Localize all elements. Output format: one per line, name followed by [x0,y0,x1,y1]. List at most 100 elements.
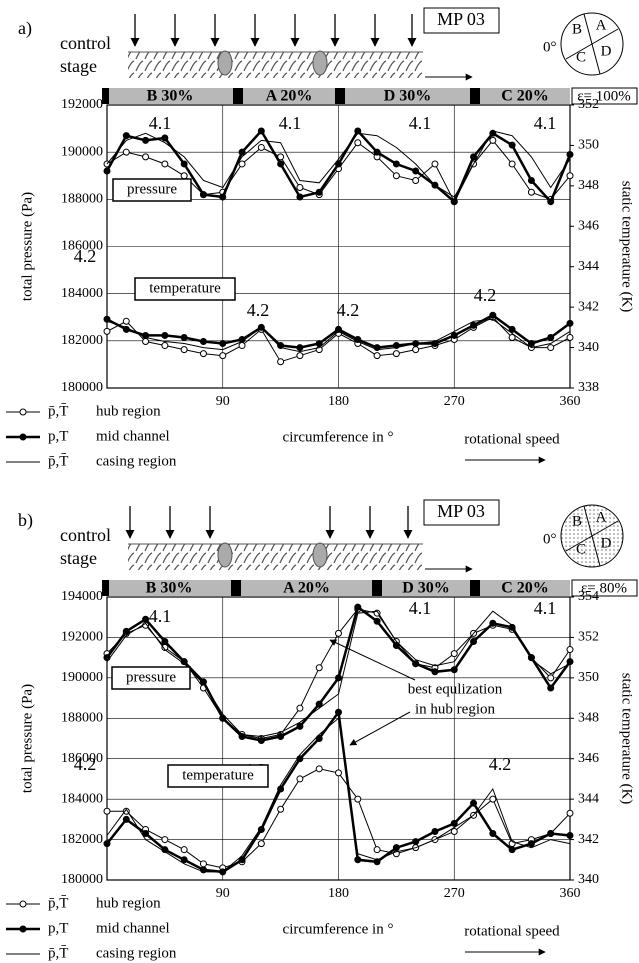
x-tick-label: 90 [216,886,230,901]
callout: in hub region [415,701,495,717]
direction-label: rotational speed [464,431,560,447]
data-point [567,334,573,340]
data-point [239,149,245,155]
y-tick-label: 192000 [61,630,103,645]
y2-tick-label: 346 [578,751,599,766]
y2-tick-label: 338 [578,380,599,395]
annotation: 4.1 [534,113,557,133]
y2-tick-label: 350 [578,138,599,153]
strut [218,543,232,567]
data-point [528,189,534,195]
data-point [509,161,515,167]
data-point [509,847,515,853]
data-point [297,345,303,351]
data-point [548,334,554,340]
curve-label: temperature [149,280,221,296]
legend-label: mid channel [96,920,170,936]
data-point [162,135,168,141]
data-point [432,161,438,167]
x-tick-label: 180 [328,394,349,409]
data-point [471,800,477,806]
y2-tick-label: 342 [578,299,599,314]
direction-label: rotational speed [464,923,560,939]
data-point [413,839,419,845]
sector-start [102,88,109,104]
data-point [567,833,573,839]
y2-axis-label: static temperature (K) [619,181,635,313]
data-point [490,312,496,318]
data-point [297,185,303,191]
sector-separator [470,88,480,104]
x-tick-label: 270 [444,886,465,901]
x-tick-label: 360 [560,394,581,409]
sector-letter: B [572,21,582,37]
y-tick-label: 190000 [61,670,103,685]
data-point [316,189,322,195]
data-point [451,651,457,657]
legend-label: mid channel [96,428,170,444]
data-point [143,154,149,160]
angle-label: 0° [543,531,557,547]
data-point [528,841,534,847]
y2-tick-label: 344 [578,259,599,274]
annotation: 4.1 [409,113,432,133]
data-point [355,140,361,146]
legend-label: casing region [96,453,177,469]
data-point [336,709,342,715]
y-tick-label: 184000 [61,286,103,301]
data-point [548,345,554,351]
data-point [200,192,206,198]
data-point [509,142,515,148]
y-tick-label: 180000 [61,380,103,395]
data-point [393,845,399,851]
curve-label: pressure [126,669,176,685]
annotation: 4.1 [409,598,432,618]
data-point [567,810,573,816]
sector-letter: D [601,535,612,551]
control-stage-label: stage [60,56,97,76]
y-tick-label: 194000 [61,589,103,604]
legend-marker [20,926,26,932]
data-point [123,628,129,634]
mp-label: MP 03 [437,9,485,29]
data-point [143,137,149,143]
data-point [104,841,110,847]
data-point [316,766,322,772]
data-point [336,630,342,636]
x-tick-label: 90 [216,394,230,409]
data-point [123,816,129,822]
data-point [220,341,226,347]
data-point [316,665,322,671]
data-point [220,353,226,359]
legend-symbol: p̄,T̄ [48,895,68,911]
sector-letter: D [601,43,612,59]
data-point [220,194,226,200]
blade-row [128,544,423,570]
data-point [432,828,438,834]
data-point [278,806,284,812]
y2-tick-label: 346 [578,219,599,234]
strut [313,51,327,75]
data-point [393,161,399,167]
data-point [123,149,129,155]
sector-separator [372,580,382,596]
y-tick-label: 192000 [61,97,103,112]
sector-separator [470,580,480,596]
data-point [413,347,419,353]
data-point [451,332,457,338]
data-point [528,177,534,183]
data-point [200,351,206,357]
data-point [374,149,380,155]
data-point [567,647,573,653]
x-tick-label: 270 [444,394,465,409]
legend-symbol: p̄,T̄ [48,403,68,419]
y2-tick-label: 342 [578,832,599,847]
data-point [413,177,419,183]
figure: a)controlstageMP 03BACD0°B 30%A 20%D 30%… [0,0,639,963]
annotation: 4.1 [149,606,172,626]
y2-tick-label: 340 [578,340,599,355]
sector-label: B 30% [147,88,194,105]
sector-letter: A [596,17,607,33]
sector-label: C 20% [501,580,549,597]
data-point [181,334,187,340]
